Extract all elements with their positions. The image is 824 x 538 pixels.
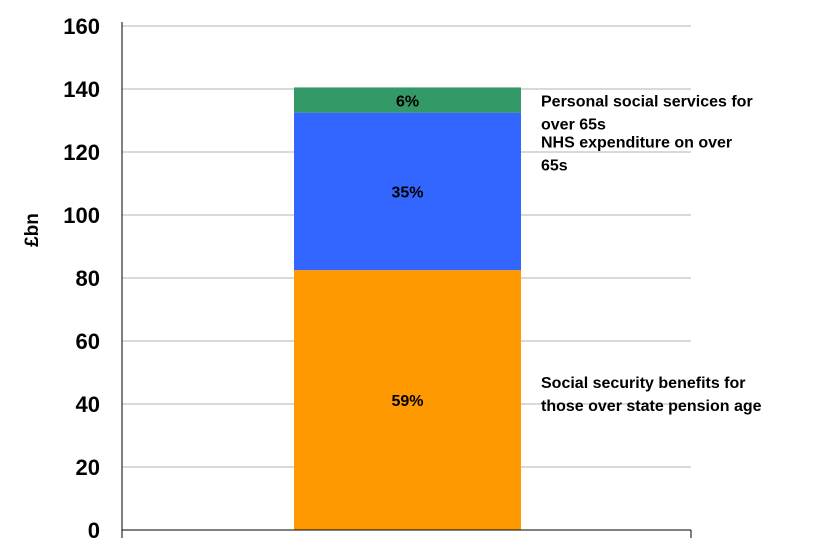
bar-segment-2 [294,112,521,271]
y-tick-label: 100 [63,203,100,228]
series-annotation-line: Personal social services for [541,93,753,110]
y-tick-label: 20 [76,455,100,480]
y-tick-label: 120 [63,140,100,165]
y-axis-label: £bn [22,213,43,247]
series-annotation-line: 65s [541,158,568,175]
segment-share-label: 35% [391,184,423,201]
series-annotation-line: NHS expenditure on over [541,135,732,152]
y-tick-label: 160 [63,14,100,39]
y-tick-label: 80 [76,266,100,291]
bar-stack [294,87,521,530]
y-tick-label: 0 [88,518,100,538]
series-annotations: Social security benefits for those over s… [541,93,762,415]
bar-segment-1 [294,270,521,530]
y-tick-labels: 0 20 40 60 80 100 120 140 160 [63,14,100,538]
series-annotation-line: those over state pension age [541,398,762,415]
y-tick-label: 60 [76,329,100,354]
series-annotation-line: Social security benefits for [541,375,746,392]
segment-share-label: 6% [396,93,419,110]
axes [121,22,692,538]
bar-segment-3 [294,87,521,113]
y-tick-label: 40 [76,392,100,417]
segment-share-label: 59% [391,393,423,410]
segment-labels: 59% 35% 6% [391,93,423,410]
y-tick-label: 140 [63,77,100,102]
series-annotation-line: over 65s [541,116,606,133]
